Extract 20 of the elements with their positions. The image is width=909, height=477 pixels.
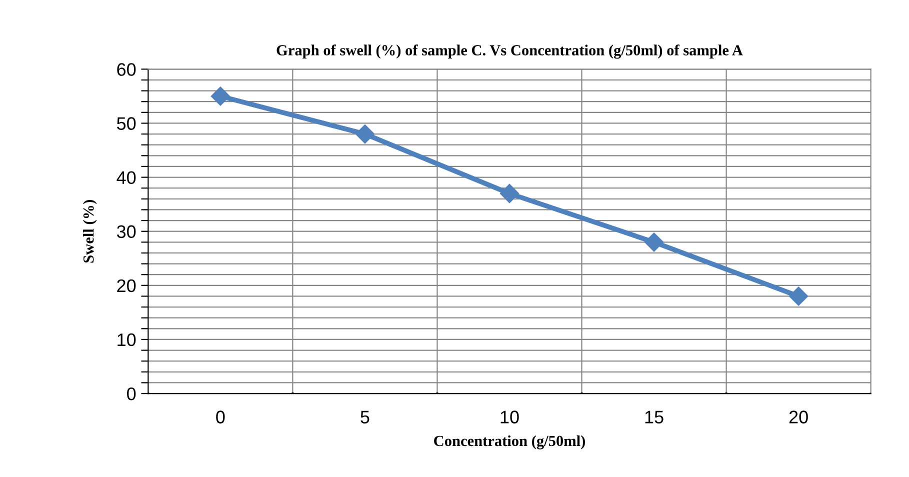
x-tick-label: 5: [360, 410, 370, 424]
y-tick-label: 40: [116, 171, 136, 184]
y-tick-label: 60: [117, 63, 136, 76]
x-tick-label: 0: [216, 410, 225, 424]
y-tick-label: 30: [116, 225, 136, 238]
point: [210, 86, 230, 106]
point: [500, 184, 520, 204]
point: [644, 232, 664, 252]
x-axis-title: Concentration (g/50ml): [434, 435, 585, 450]
y-tick-label: 0: [127, 387, 136, 400]
chart-title: Graph of swell (%) of sample C. Vs Concentration (g/50ml) of sample A: [276, 44, 743, 59]
y-tick-label: 20: [117, 279, 136, 292]
x-tick-label: 10: [500, 410, 519, 424]
y-axis-title: Swell (%): [82, 200, 97, 263]
y-tick-label: 10: [118, 333, 136, 346]
x-tick-label: 15: [645, 410, 664, 424]
x-tick-label: 20: [789, 410, 808, 424]
point: [355, 124, 374, 144]
y-tick-label: 50: [117, 117, 136, 130]
point: [789, 286, 808, 306]
